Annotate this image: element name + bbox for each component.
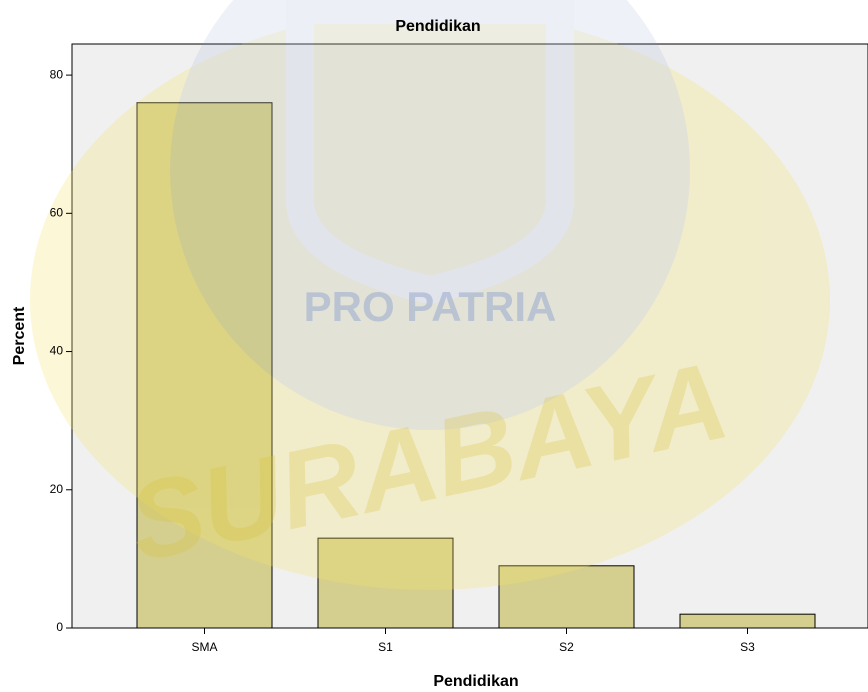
- bar: [680, 614, 815, 628]
- page: PRO PATRIA SURABAYA Pendidikan Pendidika…: [0, 0, 868, 692]
- x-tick-label: SMA: [191, 640, 217, 654]
- y-tick-label: 20: [50, 482, 64, 496]
- y-tick-label: 60: [50, 205, 64, 219]
- watermark-text: PRO PATRIA: [304, 283, 557, 330]
- x-tick-label: S3: [740, 640, 755, 654]
- y-tick-label: 0: [56, 620, 63, 634]
- chart-title: Pendidikan: [395, 18, 480, 35]
- y-axis-title: Percent: [11, 306, 28, 365]
- y-tick-label: 40: [50, 344, 64, 358]
- x-tick-label: S2: [559, 640, 574, 654]
- chart: PRO PATRIA SURABAYA Pendidikan Pendidika…: [0, 0, 868, 692]
- x-axis-title: Pendidikan: [433, 673, 518, 690]
- x-tick-label: S1: [378, 640, 393, 654]
- y-tick-label: 80: [50, 67, 64, 81]
